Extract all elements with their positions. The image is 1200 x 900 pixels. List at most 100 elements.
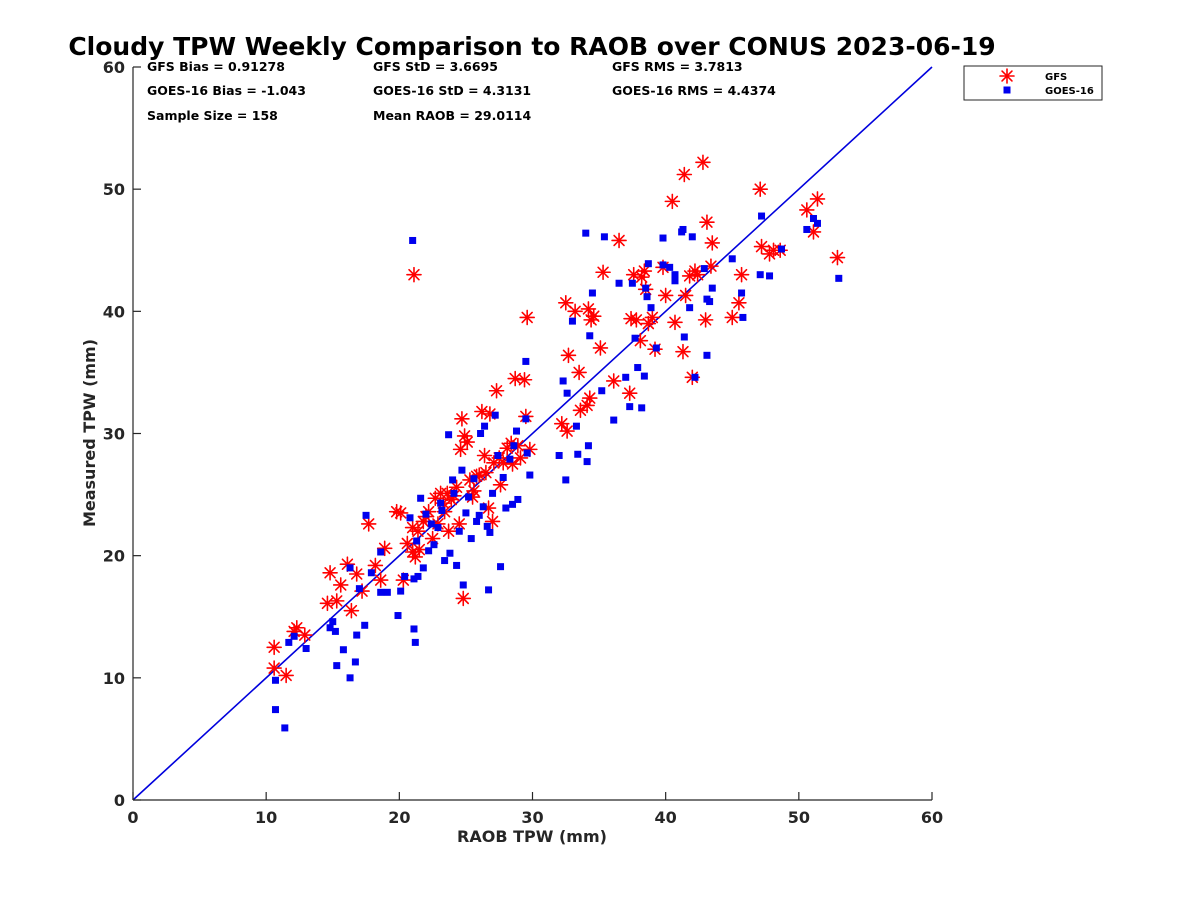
- goes-16-point: [417, 494, 425, 502]
- gfs-point: [657, 287, 674, 304]
- goes-16-point: [766, 272, 774, 280]
- gfs-point: [296, 627, 313, 643]
- goes-16-point: [467, 535, 475, 543]
- goes-16-point: [410, 625, 418, 633]
- gfs-point: [636, 263, 653, 279]
- gfs-point: [482, 406, 498, 422]
- one-to-one-line: [132, 66, 933, 801]
- goes-16-point: [302, 645, 310, 653]
- goes-16-point: [756, 271, 764, 279]
- goes-16-point: [638, 404, 646, 412]
- gfs-point: [704, 235, 721, 251]
- y-tick-label: 0: [114, 791, 125, 810]
- goes-16-point: [598, 387, 606, 395]
- gfs-point: [731, 294, 747, 311]
- chart-title: Cloudy TPW Weekly Comparison to RAOB ove…: [68, 32, 995, 61]
- goes-16-point: [679, 225, 687, 233]
- gfs-point: [440, 523, 457, 540]
- gfs-point: [360, 516, 377, 532]
- goes-16-point: [758, 212, 766, 220]
- gfs-point: [476, 447, 493, 464]
- goes-16-point: [331, 627, 339, 635]
- gfs-point: [367, 557, 384, 574]
- goes-16-point: [434, 524, 442, 532]
- goes-16-point: [427, 520, 435, 528]
- goes-16-point: [281, 724, 289, 732]
- goes-16-point: [568, 317, 576, 325]
- goes-16-point: [666, 263, 674, 271]
- goes-16-point: [271, 676, 279, 684]
- gfs-point: [799, 202, 815, 218]
- goes-16-point: [346, 564, 354, 572]
- x-tick-label: 0: [127, 808, 138, 827]
- goes-16-point: [659, 261, 667, 269]
- goes-16-point: [410, 575, 418, 583]
- gfs-point: [454, 411, 470, 427]
- gfs-point: [592, 340, 609, 356]
- goes-16-point: [481, 422, 489, 430]
- gfs-point: [611, 232, 627, 249]
- legend-box: [963, 65, 1103, 101]
- goes-16-point: [483, 522, 491, 530]
- goes-16-point: [465, 493, 473, 501]
- goes-16-point: [555, 451, 563, 459]
- gfs-point: [322, 564, 338, 581]
- legend-marker-gfs: [999, 68, 1015, 84]
- goes-16-point: [584, 442, 592, 450]
- stat-text: GOES-16 StD = 4.3131: [373, 83, 531, 98]
- goes-16-point: [509, 500, 517, 508]
- goes-16-point: [809, 214, 817, 222]
- goes-16-point: [450, 489, 458, 497]
- gfs-point: [675, 343, 691, 360]
- x-tick-label: 30: [521, 808, 543, 827]
- goes-16-point: [563, 389, 571, 397]
- goes-16-point: [455, 527, 463, 535]
- gfs-point: [553, 415, 570, 432]
- legend-label-goes-16: GOES-16: [1045, 86, 1094, 97]
- gfs-point: [319, 595, 336, 612]
- goes-16-point: [582, 229, 590, 237]
- goes-16-point: [526, 471, 534, 479]
- gfs-point: [266, 660, 282, 676]
- goes-16-point: [413, 537, 421, 545]
- goes-16-point: [778, 245, 786, 253]
- y-tick-label: 40: [103, 302, 125, 321]
- gfs-point: [699, 214, 715, 230]
- gfs-point: [581, 390, 598, 406]
- gfs-point: [605, 373, 622, 389]
- gfs-point: [676, 166, 693, 183]
- gfs-point: [567, 303, 583, 320]
- goes-16-point: [285, 638, 293, 646]
- x-tick-label: 20: [388, 808, 410, 827]
- goes-16-point: [671, 277, 679, 285]
- goes-16-point: [647, 304, 655, 312]
- goes-16-point: [377, 548, 385, 556]
- goes-16-point: [446, 549, 454, 557]
- goes-16-point: [394, 612, 402, 620]
- gfs-point: [733, 266, 750, 283]
- gfs-point: [406, 266, 422, 283]
- gfs-point: [667, 314, 683, 331]
- goes-16-point: [628, 279, 636, 287]
- goes-16-point: [491, 411, 499, 419]
- gfs-point: [595, 264, 611, 281]
- gfs-point: [621, 385, 638, 401]
- goes-16-point: [438, 506, 446, 514]
- gfs-point: [507, 370, 523, 387]
- gfs-point: [559, 423, 575, 439]
- goes-16-point: [411, 638, 419, 646]
- goes-16-point: [659, 234, 667, 242]
- goes-16-point: [522, 357, 530, 365]
- goes-16-point: [458, 466, 466, 474]
- gfs-point: [809, 191, 826, 207]
- gfs-point: [585, 308, 602, 325]
- goes-16-point: [703, 351, 711, 359]
- goes-16-point: [414, 572, 422, 580]
- gfs-point: [580, 301, 597, 317]
- goes-16-point: [631, 334, 639, 342]
- goes-16-point: [397, 587, 405, 595]
- gfs-point: [372, 572, 389, 588]
- gfs-point: [328, 593, 345, 609]
- y-tick-label: 10: [103, 669, 125, 688]
- gfs-point: [644, 309, 661, 326]
